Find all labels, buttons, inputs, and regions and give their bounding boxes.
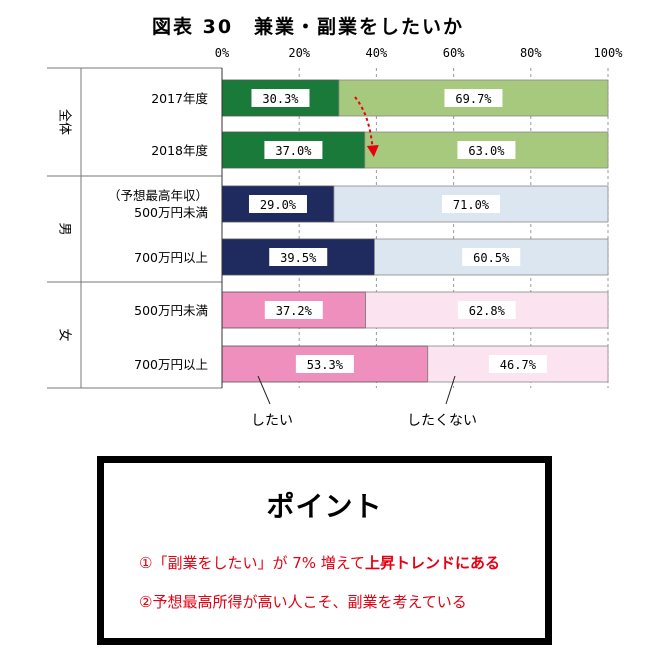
data-label-bg: [441, 195, 500, 213]
data-label-bg: [264, 141, 323, 159]
point-line-2: ②予想最高所得が高い人こそ、副業を考えている: [139, 593, 467, 611]
data-label-bg: [457, 301, 516, 319]
group-label: 男: [57, 222, 72, 235]
pointer-line: [445, 375, 456, 405]
chart: 図表 30 兼業・副業をしたいか 0% 20% 40% 60% 80% 100% 30.3…: [47, 15, 623, 429]
data-label-bg: [488, 355, 547, 373]
data-label-want: 30.3%: [262, 92, 299, 106]
pointer-line: [257, 375, 271, 405]
point-line-1-a: ①「副業をしたい」が 7% 増えて: [139, 554, 366, 572]
data-label-bg: [295, 355, 354, 373]
row-label: 700万円以上: [134, 250, 208, 265]
data-label-want: 29.0%: [260, 198, 297, 212]
x-tick-label: 40%: [366, 46, 388, 60]
annotations: したい したくない: [251, 96, 477, 429]
x-tick-label: 100%: [594, 46, 624, 60]
data-label-bg: [251, 89, 310, 107]
data-label-bg: [269, 248, 328, 266]
row-label: 2018年度: [151, 143, 208, 158]
point-line-1-b: 上昇トレンドにある: [365, 554, 501, 572]
group-label: 全体: [57, 109, 73, 135]
data-label-bg: [248, 195, 307, 213]
data-label-bg: [444, 89, 503, 107]
data-label-want: 37.2%: [276, 304, 313, 318]
data-label-bg: [457, 141, 516, 159]
annotation-not-want: したくない: [407, 413, 477, 429]
data-label-not-want: 62.8%: [469, 304, 506, 318]
row-label: 2017年度: [151, 91, 208, 106]
data-label-not-want: 63.0%: [468, 144, 505, 158]
data-label-bg: [264, 301, 323, 319]
data-label-not-want: 71.0%: [453, 198, 490, 212]
x-tick-label: 80%: [520, 46, 542, 60]
data-label-bg: [462, 248, 521, 266]
x-tick-label: 60%: [443, 46, 465, 60]
bars: 30.3% 69.7% 37.0% 63.0% 29.0% 71.0% 39.5% 60.5%…: [221, 79, 609, 383]
x-tick-label: 0%: [215, 46, 230, 60]
annotation-want: したい: [251, 413, 293, 429]
data-label-want: 53.3%: [307, 358, 344, 372]
row-label: （予想最高年収）: [108, 188, 208, 203]
point-box: ポイント ①「副業をしたい」が 7% 増えて上昇トレンドにある ②予想最高所得が…: [97, 456, 552, 645]
row-labels: 2017年度 2018年度 （予想最高年収） 500万円未満 700万円以上 500万円未…: [108, 91, 209, 372]
trend-arrowhead: [366, 145, 379, 157]
row-label: 500万円未満: [134, 303, 208, 318]
point-line-1: ①「副業をしたい」が 7% 増えて上昇トレンドにある: [139, 552, 500, 573]
group-label: 女: [57, 328, 73, 341]
row-label-2: 500万円未満: [134, 205, 208, 220]
point-title: ポイント: [266, 490, 383, 523]
data-label-want: 39.5%: [280, 251, 317, 265]
chart-title: 図表 30 兼業・副業をしたいか: [152, 15, 464, 38]
data-label-not-want: 69.7%: [455, 92, 492, 106]
data-label-want: 37.0%: [275, 144, 312, 158]
x-tick-label: 20%: [288, 46, 310, 60]
data-label-not-want: 60.5%: [473, 251, 510, 265]
row-label: 700万円以上: [134, 357, 208, 372]
x-tick-labels: 0% 20% 40% 60% 80% 100%: [215, 46, 623, 60]
data-label-not-want: 46.7%: [500, 358, 537, 372]
